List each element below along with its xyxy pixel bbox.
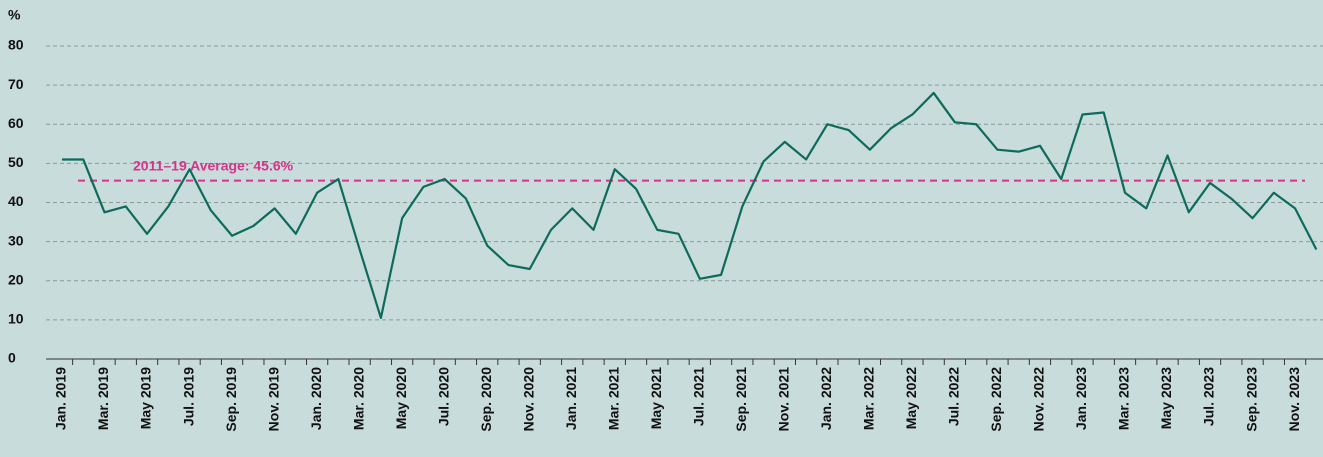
y-tick-label: 40 bbox=[8, 193, 24, 209]
x-tick-label: Jan. 2019 bbox=[53, 367, 69, 430]
x-tick-label: Mar. 2023 bbox=[1116, 367, 1132, 430]
y-tick-label: 0 bbox=[8, 350, 16, 366]
x-tick-label: May 2022 bbox=[903, 367, 919, 429]
annotation: 2011–19 Average: 45.6% bbox=[133, 157, 294, 173]
x-tick-label: Jul. 2020 bbox=[435, 367, 451, 426]
x-tick-label: Sep. 2020 bbox=[478, 367, 494, 432]
x-tick-label: Nov. 2020 bbox=[520, 367, 536, 432]
x-tick-label: Nov. 2023 bbox=[1286, 367, 1302, 432]
x-tick-label: Mar. 2022 bbox=[861, 367, 877, 430]
x-tick-label: Sep. 2021 bbox=[733, 367, 749, 432]
x-tick-label: Nov. 2021 bbox=[776, 367, 792, 432]
x-tick-label: Sep. 2023 bbox=[1243, 367, 1259, 432]
y-tick-label: 80 bbox=[8, 37, 24, 53]
x-tick-label: Jul. 2019 bbox=[180, 367, 196, 426]
x-tick-label: May 2023 bbox=[1158, 367, 1174, 429]
x-tick-label: Jul. 2023 bbox=[1201, 367, 1217, 426]
x-tick-label: Nov. 2019 bbox=[265, 367, 281, 432]
x-tick-label: Mar. 2020 bbox=[350, 367, 366, 430]
x-tick-label: Nov. 2022 bbox=[1031, 367, 1047, 432]
data-line bbox=[62, 91, 1318, 320]
x-tick-label: Mar. 2019 bbox=[95, 367, 111, 430]
x-tick-label: Mar. 2021 bbox=[605, 367, 621, 430]
y-tick-label: 60 bbox=[8, 115, 24, 131]
x-tick-label: Jan. 2021 bbox=[563, 367, 579, 430]
x-tick-label: Sep. 2022 bbox=[988, 367, 1004, 432]
x-tick-label: May 2019 bbox=[138, 367, 154, 429]
x-tick-label: Jan. 2020 bbox=[308, 367, 324, 430]
y-tick-label: 30 bbox=[8, 232, 24, 248]
x-tick-label: Jul. 2022 bbox=[946, 367, 962, 426]
x-tick-label: Jul. 2021 bbox=[691, 367, 707, 426]
x-tick-label: Jan. 2022 bbox=[818, 367, 834, 430]
y-tick-label: 50 bbox=[8, 154, 24, 170]
y-tick-label: 20 bbox=[8, 271, 24, 287]
y-tick-label: 10 bbox=[8, 311, 24, 327]
y-tick-label: 70 bbox=[8, 76, 24, 92]
x-tick-label: May 2020 bbox=[393, 367, 409, 429]
x-tick-label: Sep. 2019 bbox=[223, 367, 239, 432]
x-tick-label: Jan. 2023 bbox=[1073, 367, 1089, 430]
x-tick-label: May 2021 bbox=[648, 367, 664, 429]
y-axis-label: % bbox=[8, 7, 21, 23]
